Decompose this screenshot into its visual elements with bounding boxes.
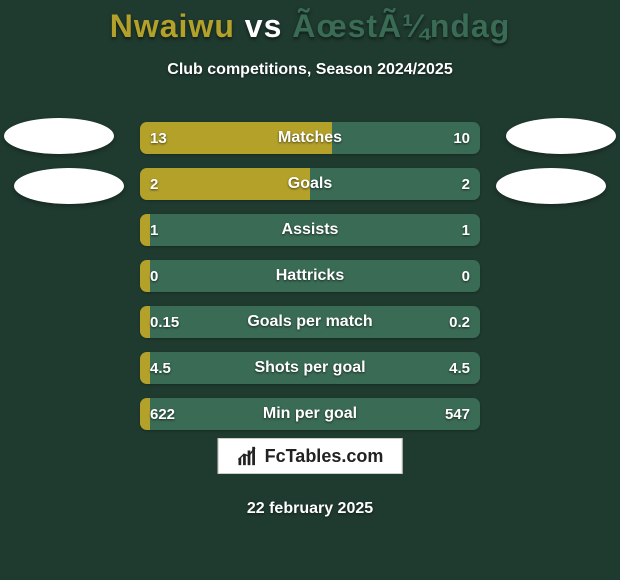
player-left-avatar-1 [4, 118, 114, 154]
stat-row: 622547Min per goal [140, 398, 480, 430]
date-label: 22 february 2025 [0, 500, 620, 518]
bar-right-fill [140, 398, 480, 430]
player-left-avatar-2 [14, 168, 124, 204]
subtitle: Club competitions, Season 2024/2025 [0, 61, 620, 79]
stat-row: 00Hattricks [140, 260, 480, 292]
player-right-avatar-2 [496, 168, 606, 204]
bar-left-fill [140, 398, 150, 430]
brand-text: FcTables.com [265, 446, 384, 467]
player-left-name: Nwaiwu [110, 8, 235, 44]
stat-row: 0.150.2Goals per match [140, 306, 480, 338]
bar-left-fill [140, 352, 150, 384]
comparison-infographic: Nwaiwu vs ÃœstÃ¼ndag Club competitions, … [0, 0, 620, 580]
bar-right-fill [140, 306, 480, 338]
bar-right-fill [140, 214, 480, 246]
stats-bars: 1310Matches 22Goals 11Assists 00Hattricks 0.… [140, 122, 480, 444]
vs-label: vs [245, 8, 283, 44]
bar-left-fill [140, 168, 310, 200]
stat-row: 11Assists [140, 214, 480, 246]
player-right-avatar-1 [506, 118, 616, 154]
player-right-name: ÃœstÃ¼ndag [292, 8, 510, 44]
bar-left-fill [140, 122, 332, 154]
bar-left-fill [140, 260, 150, 292]
stat-row: 1310Matches [140, 122, 480, 154]
bar-right-fill [140, 352, 480, 384]
bar-left-fill [140, 306, 150, 338]
chart-growth-icon [237, 445, 259, 467]
page-title: Nwaiwu vs ÃœstÃ¼ndag [0, 0, 620, 45]
bar-left-fill [140, 214, 150, 246]
brand-box: FcTables.com [218, 438, 403, 474]
stat-row: 22Goals [140, 168, 480, 200]
bar-right-fill [140, 260, 480, 292]
stat-row: 4.54.5Shots per goal [140, 352, 480, 384]
